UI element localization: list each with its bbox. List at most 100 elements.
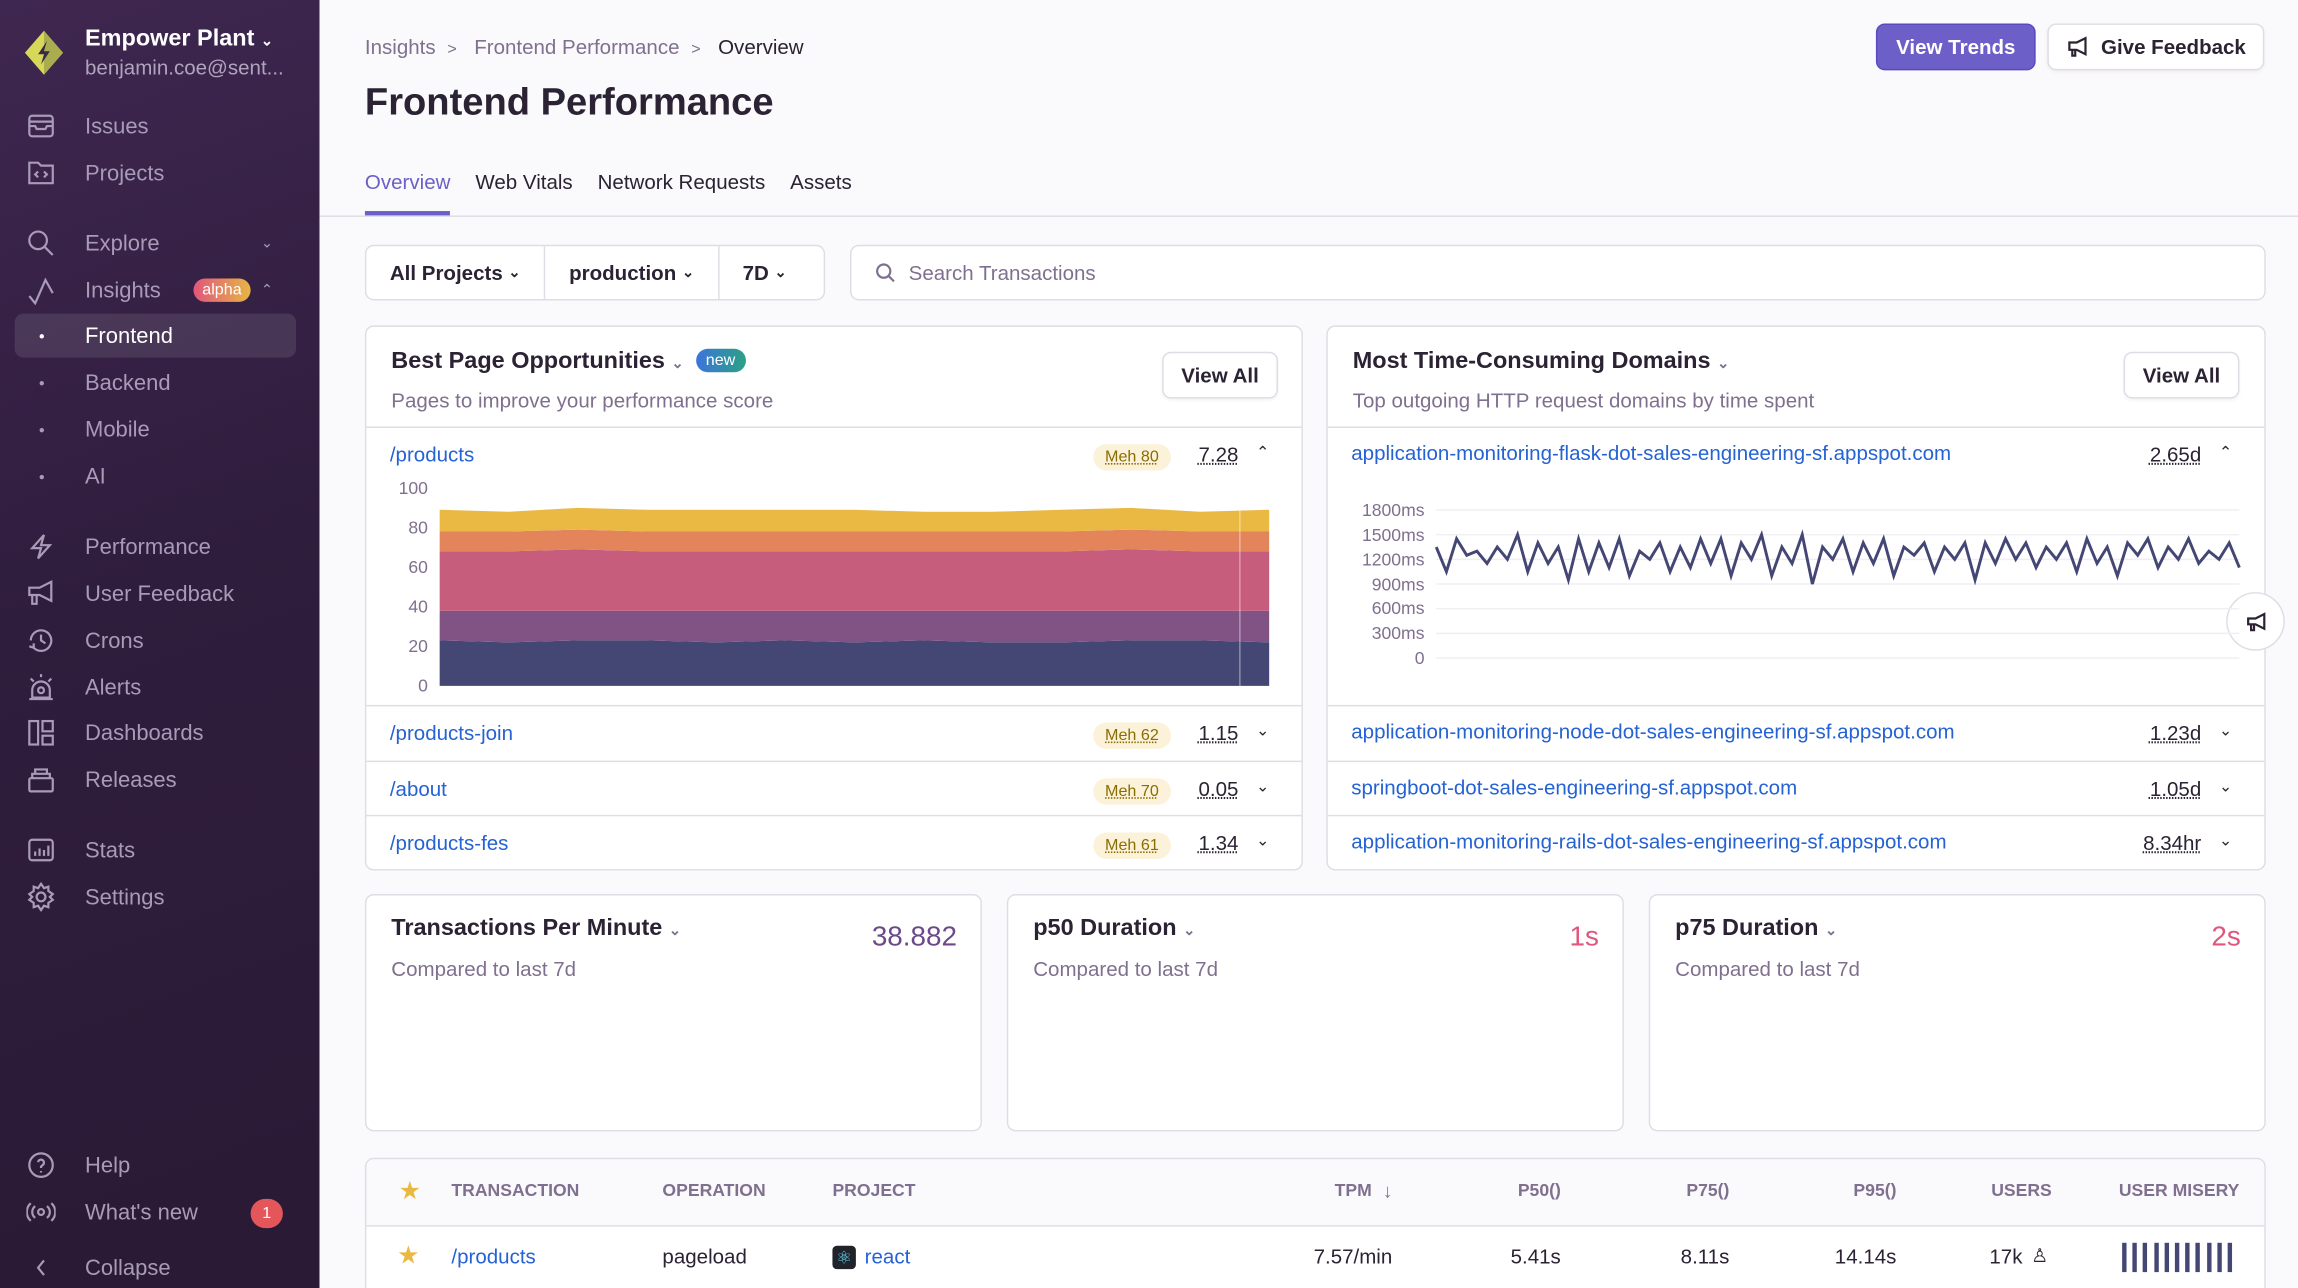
star-icon[interactable]: ★ <box>398 1176 421 1205</box>
page-row[interactable]: /products Meh 80 7.28 ⌃ <box>366 426 1302 704</box>
view-trends-button[interactable]: View Trends <box>1875 23 2036 71</box>
sidebar-item-dashboards[interactable]: Dashboards <box>0 711 319 755</box>
page-link[interactable]: /products <box>389 442 475 467</box>
metric-title[interactable]: Transactions Per Minute ⌄ <box>391 915 682 941</box>
page-link[interactable]: /about <box>389 776 447 801</box>
domain-link[interactable]: springboot-dot-sales-engineering-sf.apps… <box>1351 775 1798 799</box>
sidebar-item-label: Dashboards <box>85 720 204 746</box>
megaphone-icon <box>28 580 53 605</box>
page-row[interactable]: /products-join Meh 62 1.15 ⌄ <box>366 704 1302 761</box>
y-tick-label: 40 <box>408 596 428 618</box>
column-header-users[interactable]: USERS <box>1991 1179 2052 1201</box>
sidebar-item-label: Releases <box>85 767 177 793</box>
transaction-link[interactable]: /products <box>451 1244 536 1268</box>
column-header-p50[interactable]: P50() <box>1517 1179 1561 1201</box>
view-all-button[interactable]: View All <box>2123 351 2240 399</box>
metric-subtitle: Compared to last 7d <box>391 957 577 981</box>
sidebar-item-explore[interactable]: Explore ⌄ <box>0 221 319 265</box>
sidebar-item-crons[interactable]: Crons <box>0 618 319 662</box>
bullet-icon <box>39 427 44 432</box>
column-header-user-misery[interactable]: USER MISERY <box>2118 1179 2240 1201</box>
sidebar-item-frontend[interactable]: Frontend <box>14 313 297 358</box>
sidebar-help[interactable]: Help <box>0 1143 319 1187</box>
metric-subtitle: Compared to last 7d <box>1675 957 1860 981</box>
tab-bar: Overview Web Vitals Network Requests Ass… <box>364 170 852 217</box>
sidebar-collapse[interactable]: Collapse <box>0 1246 319 1288</box>
sidebar-item-label: Settings <box>85 884 165 910</box>
chevron-down-icon[interactable]: ⌄ <box>1255 778 1270 796</box>
opportunity-score: 1.34 <box>1198 830 1239 855</box>
environment-selector[interactable]: production ⌄ <box>546 246 720 299</box>
chevron-down-icon[interactable]: ⌄ <box>2218 722 2233 741</box>
tab-overview[interactable]: Overview <box>364 170 451 216</box>
sidebar-item-stats[interactable]: Stats <box>0 828 319 872</box>
feedback-float-button[interactable] <box>2226 592 2285 651</box>
chevron-down-icon[interactable]: ⌄ <box>1255 722 1270 741</box>
chevron-up-icon[interactable]: ⌃ <box>2218 444 2233 462</box>
sidebar-item-ai[interactable]: AI <box>0 454 319 498</box>
page-row[interactable]: /products-fes Meh 61 1.34 ⌄ <box>366 814 1302 871</box>
search-input[interactable] <box>908 260 2228 285</box>
sidebar-item-settings[interactable]: Settings <box>0 875 319 919</box>
sidebar-item-releases[interactable]: Releases <box>0 758 319 802</box>
chevron-down-icon[interactable]: ⌄ <box>1255 832 1270 851</box>
page-link[interactable]: /products-join <box>389 721 514 745</box>
metric-title[interactable]: p75 Duration ⌄ <box>1675 915 1838 941</box>
chevron-down-icon[interactable]: ⌄ <box>2218 832 2233 851</box>
dashboard-icon <box>28 719 54 746</box>
star-icon[interactable]: ★ <box>397 1241 420 1270</box>
project-selector[interactable]: All Projects ⌄ <box>366 246 546 299</box>
sidebar-item-performance[interactable]: Performance <box>0 525 319 569</box>
metric-card: p75 Duration ⌄ Compared to last 7d 2s <box>1648 893 2266 1132</box>
domain-link[interactable]: application-monitoring-flask-dot-sales-e… <box>1351 441 1952 465</box>
column-header-operation[interactable]: OPERATION <box>662 1179 766 1201</box>
sidebar-item-mobile[interactable]: Mobile <box>0 407 319 451</box>
period-selector[interactable]: 7D ⌄ <box>742 260 787 285</box>
give-feedback-button[interactable]: Give Feedback <box>2047 23 2265 71</box>
sidebar-item-label: Crons <box>85 627 144 653</box>
sidebar-item-user-feedback[interactable]: User Feedback <box>0 572 319 616</box>
page-row[interactable]: /about Meh 70 0.05 ⌄ <box>366 760 1302 815</box>
sidebar-item-backend[interactable]: Backend <box>0 361 319 405</box>
breadcrumb-overview: Overview <box>718 35 804 59</box>
sidebar-item-label: Stats <box>85 837 136 863</box>
sidebar-item-label: Frontend <box>85 323 174 349</box>
y-tick-label: 1800ms <box>1361 499 1425 521</box>
domain-link[interactable]: application-monitoring-rails-dot-sales-e… <box>1351 829 1947 853</box>
sidebar-item-issues[interactable]: Issues <box>0 104 319 148</box>
column-header-p75[interactable]: P75() <box>1686 1179 1730 1201</box>
opportunity-score: 0.05 <box>1198 776 1239 801</box>
user-icon: ♙ <box>2031 1244 2049 1267</box>
column-header-transaction[interactable]: TRANSACTION <box>451 1179 580 1201</box>
metric-title[interactable]: p50 Duration ⌄ <box>1033 915 1196 941</box>
domain-row[interactable]: application-monitoring-rails-dot-sales-e… <box>1327 814 2265 871</box>
tab-network-requests[interactable]: Network Requests <box>597 170 766 194</box>
time-spent: 1.23d <box>2149 721 2202 745</box>
card-title[interactable]: Best Page Opportunities ⌄ new <box>391 348 746 375</box>
breadcrumb-frontend-performance[interactable]: Frontend Performance <box>474 35 680 59</box>
domain-link[interactable]: application-monitoring-node-dot-sales-en… <box>1351 719 1955 744</box>
sidebar-whats-new[interactable]: What's new 1 <box>0 1190 319 1234</box>
org-logo[interactable] <box>23 29 64 76</box>
column-header-tpm[interactable]: TPM <box>1334 1179 1372 1201</box>
project-link[interactable]: react <box>864 1244 911 1268</box>
chevron-down-icon[interactable]: ⌄ <box>2218 778 2233 796</box>
page-link[interactable]: /products-fes <box>389 830 509 855</box>
card-title[interactable]: Most Time-Consuming Domains ⌄ <box>1352 348 1730 374</box>
tab-web-vitals[interactable]: Web Vitals <box>475 170 573 194</box>
chevron-up-icon[interactable]: ⌃ <box>1255 444 1270 462</box>
breadcrumb-insights[interactable]: Insights <box>364 35 436 59</box>
user-misery-bar <box>2206 1242 2211 1273</box>
tab-assets[interactable]: Assets <box>790 170 852 194</box>
y-tick-label: 0 <box>1414 647 1425 669</box>
org-name[interactable]: Empower Plant ⌄ <box>85 26 274 52</box>
column-header-project[interactable]: PROJECT <box>832 1179 916 1201</box>
view-all-button[interactable]: View All <box>1162 351 1278 399</box>
sidebar-item-insights[interactable]: Insights alpha ⌃ <box>0 268 319 312</box>
sidebar-item-alerts[interactable]: Alerts <box>0 665 319 709</box>
domain-row[interactable]: application-monitoring-flask-dot-sales-e… <box>1327 426 2265 704</box>
domain-row[interactable]: springboot-dot-sales-engineering-sf.apps… <box>1327 760 2265 815</box>
domain-row[interactable]: application-monitoring-node-dot-sales-en… <box>1327 704 2265 761</box>
sidebar-item-projects[interactable]: Projects <box>0 151 319 195</box>
column-header-p95[interactable]: P95() <box>1853 1179 1897 1201</box>
